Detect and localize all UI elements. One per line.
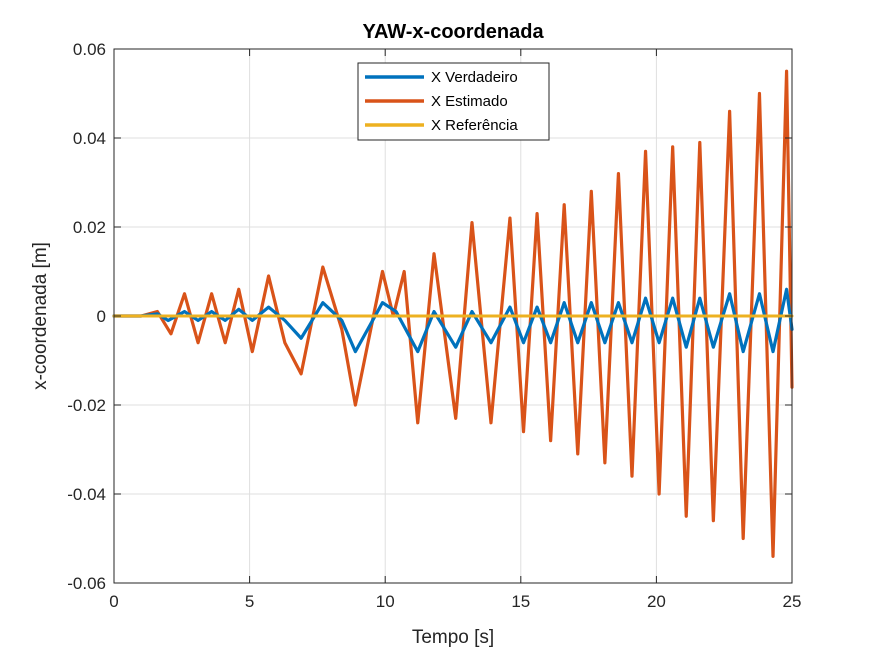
y-axis-label: x-coordenada [m] xyxy=(30,242,51,390)
legend-label-x-verdadeiro: X Verdadeiro xyxy=(431,69,518,86)
x-tick-label: 25 xyxy=(783,592,802,611)
x-tick-label: 20 xyxy=(647,592,666,611)
series-group xyxy=(112,69,794,558)
x-tick-label: 10 xyxy=(376,592,395,611)
chart-title: YAW-x-coordenada xyxy=(362,21,544,43)
legend-label-x-estimado: X Estimado xyxy=(431,93,508,110)
legend-label-x-refer-ncia: X Referência xyxy=(431,117,518,134)
x-tick-label: 0 xyxy=(109,592,118,611)
y-tick-label: -0.04 xyxy=(67,485,106,504)
y-tick-label: 0.06 xyxy=(73,40,106,59)
y-tick-label: -0.06 xyxy=(67,574,106,593)
y-tick-label: 0 xyxy=(97,307,106,326)
legend: X Verdadeiro X Estimado X Referência xyxy=(357,62,550,141)
y-tick-label: 0.02 xyxy=(73,218,106,237)
x-tick-label: 5 xyxy=(245,592,254,611)
x-axis-label: Tempo [s] xyxy=(412,627,494,648)
ticks: 0 5 10 15 20 25 -0.06 -0.04 -0.02 0 0.02 0.04 0.06 xyxy=(67,40,801,611)
y-tick-label: -0.02 xyxy=(67,396,106,415)
x-tick-label: 15 xyxy=(511,592,530,611)
y-tick-label: 0.04 xyxy=(73,129,106,148)
